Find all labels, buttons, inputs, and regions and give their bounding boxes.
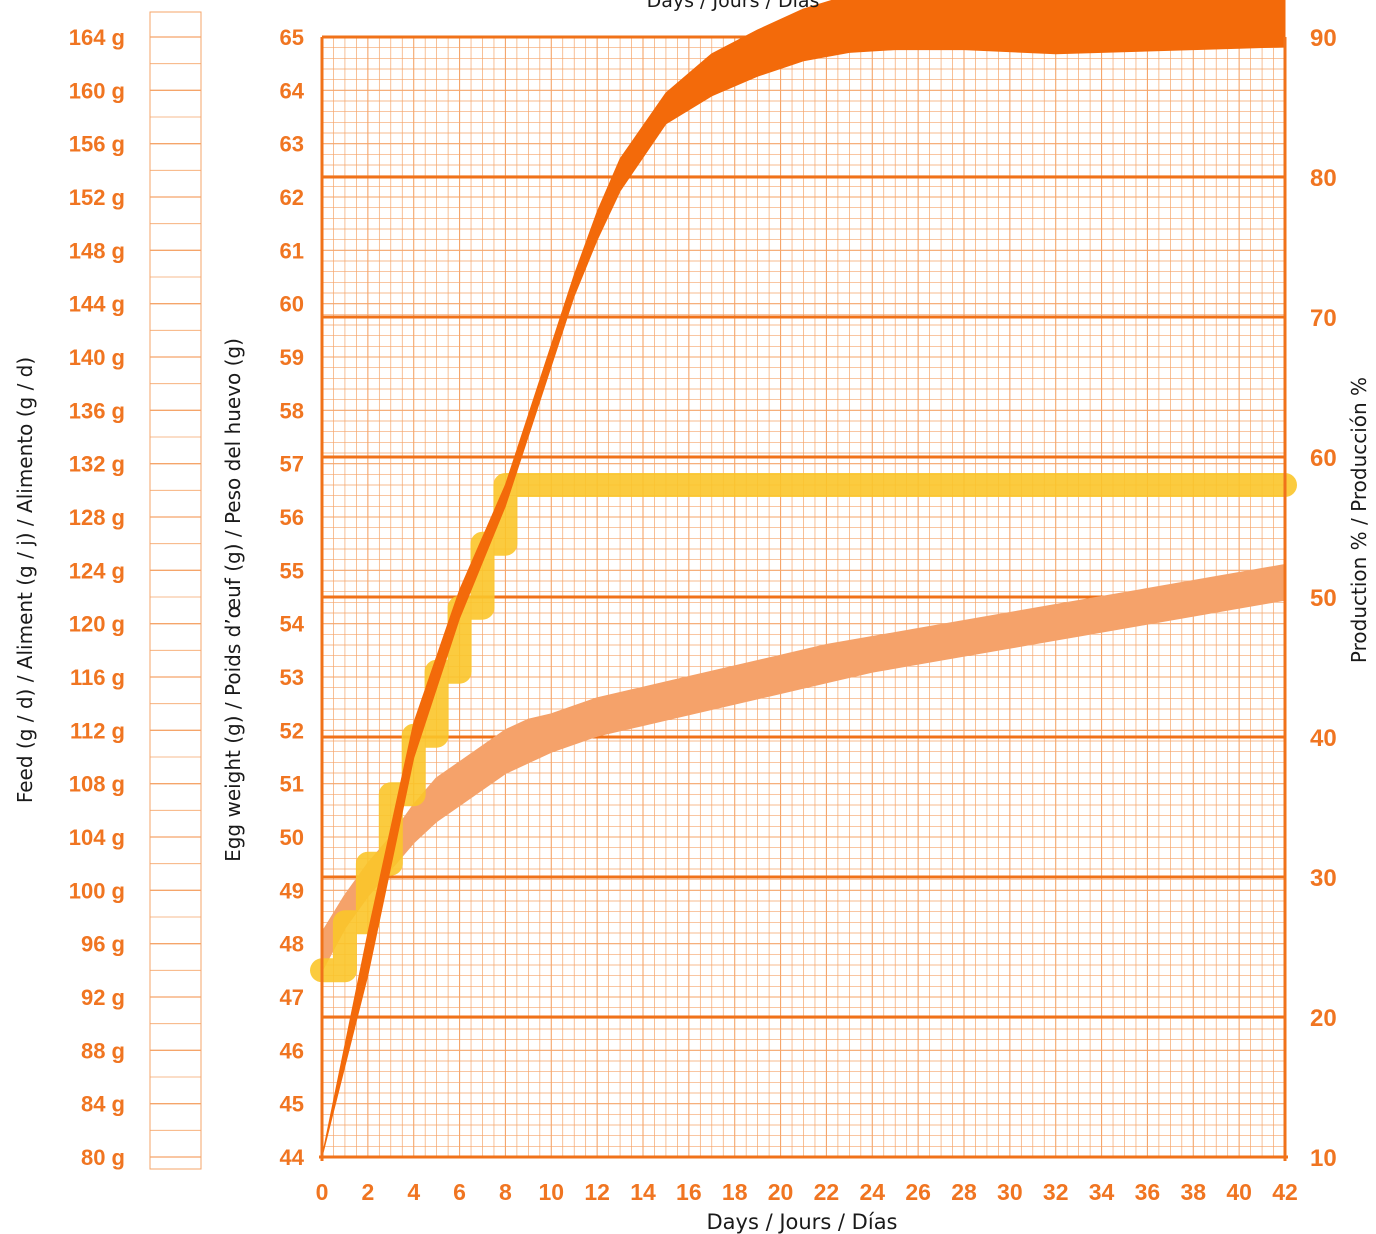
x-tick-label: 42: [1272, 1179, 1298, 1205]
x-tick-label: 34: [1089, 1179, 1115, 1205]
feed-tick-label: 164 g: [69, 25, 125, 50]
feed-tick-label: 132 g: [69, 452, 125, 477]
egg-weight-tick-label: 48: [280, 932, 304, 957]
production-tick-label: 70: [1310, 305, 1337, 332]
production-tick-label: 80: [1310, 165, 1337, 192]
egg-weight-tick-label: 47: [280, 985, 304, 1010]
x-tick-label: 38: [1180, 1179, 1206, 1205]
x-tick-label: 0: [316, 1179, 329, 1205]
x-tick-label: 36: [1135, 1179, 1161, 1205]
egg-weight-tick-label: 49: [280, 878, 304, 903]
egg-weight-tick-label: 56: [280, 505, 304, 530]
x-tick-label: 2: [361, 1179, 374, 1205]
feed-tick-label: 140 g: [69, 345, 125, 370]
egg-weight-tick-label: 54: [280, 612, 305, 637]
feed-tick-label: 144 g: [69, 292, 125, 317]
production-band: [321, 0, 1286, 1158]
egg-weight-tick-label: 46: [280, 1038, 304, 1063]
egg-weight-tick-label: 44: [280, 1145, 305, 1170]
egg-weight-tick-label: 60: [280, 292, 304, 317]
egg-weight-tick-label: 51: [280, 772, 304, 797]
x-tick-label: 4: [407, 1179, 420, 1205]
x-tick-label: 6: [453, 1179, 466, 1205]
egg-weight-tick-label: 57: [280, 452, 304, 477]
feed-tick-label: 108 g: [69, 772, 125, 797]
feed-tick-label: 128 g: [69, 505, 125, 530]
x-tick-label: 24: [859, 1179, 885, 1205]
production-tick-label: 10: [1310, 1145, 1337, 1172]
x-tick-label: 32: [1043, 1179, 1069, 1205]
x-tick-label: 30: [997, 1179, 1023, 1205]
egg-weight-tick-label: 53: [280, 665, 304, 690]
x-tick-label: 20: [768, 1179, 794, 1205]
feed-tick-label: 92 g: [81, 985, 125, 1010]
production-tick-label: 60: [1310, 445, 1337, 472]
production-tick-label: 20: [1310, 1005, 1337, 1032]
feed-tick-label: 124 g: [69, 558, 125, 583]
x-tick-label: 14: [630, 1179, 656, 1205]
x-tick-label: 22: [814, 1179, 840, 1205]
egg-weight-tick-label: 55: [280, 558, 304, 583]
production-tick-label: 40: [1310, 725, 1337, 752]
x-tick-label: 18: [722, 1179, 748, 1205]
feed-tick-label: 156 g: [69, 132, 125, 157]
egg-weight-tick-label: 52: [280, 718, 304, 743]
egg-weight-tick-label: 64: [280, 78, 305, 103]
feed-scale-box: [149, 11, 202, 1170]
axes-layer: [319, 37, 1288, 1161]
egg-weight-tick-label: 50: [280, 825, 304, 850]
egg-weight-tick-label: 61: [280, 238, 304, 263]
feed-tick-label: 100 g: [69, 878, 125, 903]
x-tick-label: 40: [1226, 1179, 1252, 1205]
egg-weight-tick-label: 63: [280, 132, 304, 157]
feed-tick-label: 160 g: [69, 78, 125, 103]
feed-tick-label: 88 g: [81, 1038, 125, 1063]
x-tick-label: 12: [584, 1179, 610, 1205]
x-tick-label: 26: [905, 1179, 931, 1205]
x-axis-title: Days / Jours / Días: [707, 1210, 898, 1234]
feed-tick-label: 84 g: [81, 1092, 125, 1117]
x-tick-label: 8: [499, 1179, 512, 1205]
production-axis-title: Production % / Producción %: [1347, 377, 1371, 663]
production-tick-label: 90: [1310, 25, 1337, 52]
feed-tick-label: 80 g: [81, 1145, 125, 1170]
egg-weight-tick-label: 62: [280, 185, 304, 210]
egg-weight-tick-label: 45: [280, 1092, 304, 1117]
feed-tick-label: 136 g: [69, 398, 125, 423]
x-tick-label: 16: [676, 1179, 702, 1205]
tick-labels: 0 2 4 6 8 10 12 14 16 18 20 22 24 26 28 30 32 34 36 38 40 424…: [69, 25, 1337, 1205]
top-axis-title: Days / Jours / Días: [647, 0, 820, 12]
egg-weight-tick-label: 59: [280, 345, 304, 370]
production-tick-label: 50: [1310, 585, 1337, 612]
production-tick-label: 30: [1310, 865, 1337, 892]
egg-weight-tick-label: 65: [280, 25, 304, 50]
feed-tick-label: 148 g: [69, 238, 125, 263]
feed-tick-label: 116 g: [70, 665, 125, 690]
feed-tick-label: 120 g: [69, 612, 125, 637]
feed-tick-label: 152 g: [69, 185, 125, 210]
x-tick-label: 28: [951, 1179, 977, 1205]
x-tick-label: 10: [538, 1179, 564, 1205]
feed-axis-title: Feed (g / d) / Aliment (g / j) / Aliment…: [13, 357, 37, 803]
feed-tick-label: 104 g: [69, 825, 125, 850]
egg-weight-tick-label: 58: [280, 398, 304, 423]
feed-tick-label: 112 g: [70, 718, 125, 743]
feed-axis-grid: [149, 11, 202, 1170]
feed-tick-label: 96 g: [81, 932, 125, 957]
egg-weight-axis-title: Egg weight (g) / Poids d’œuf (g) / Peso …: [221, 338, 245, 862]
